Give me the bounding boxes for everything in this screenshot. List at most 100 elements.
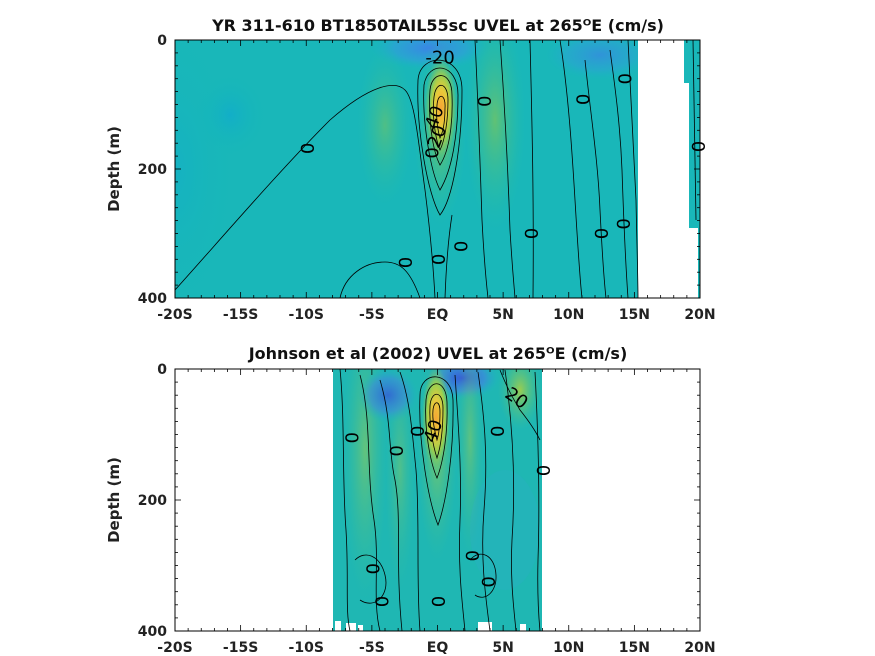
contour-label: 0: [520, 228, 541, 239]
contour-line: [627, 40, 639, 298]
contour-line: [425, 383, 448, 480]
x-tick-label: -15S: [223, 307, 258, 323]
x-tick-label: 5N: [492, 307, 513, 323]
contour-label: 0: [571, 94, 592, 105]
x-tick-label: -10S: [289, 640, 324, 656]
model-equatorial-undercurrent: [425, 56, 457, 160]
model-green-band-south: [357, 45, 413, 205]
contour-line: [474, 40, 489, 298]
x-tick-label: 10N: [553, 307, 584, 323]
contour-line: [559, 40, 583, 298]
x-tick-label: 15N: [619, 640, 650, 656]
contour-line: [432, 402, 441, 442]
obs-missing-notch: [346, 623, 356, 631]
contour-label: 0: [420, 147, 441, 158]
contour-label: 0: [449, 241, 470, 252]
obs-green-band-north: [456, 369, 484, 560]
contour-line: [584, 59, 607, 298]
contour-label: 0: [473, 96, 494, 107]
x-tick-label: -10S: [289, 307, 324, 323]
panel-observations: Johnson et al (2002) UVEL at 265ᴼE (cm/s…: [105, 344, 716, 656]
contour-label: 0: [427, 596, 448, 607]
contour-line: [354, 554, 387, 604]
obs-y-axis: 0 200 400: [138, 362, 700, 640]
contour-line: [436, 95, 446, 140]
contour-label: -20: [425, 48, 454, 69]
obs-missing-notch: [335, 621, 341, 631]
x-tick-label: 10N: [553, 640, 584, 656]
contour-label: 0: [371, 596, 392, 607]
obs-missing-notch: [358, 625, 363, 631]
contour-label: 0: [385, 445, 406, 456]
contour-label: 0: [340, 432, 361, 443]
x-tick-label: -20S: [157, 307, 192, 323]
panel-model: YR 311-610 BT1850TAIL55sc UVEL at 265ᴼE …: [105, 16, 716, 323]
contour-line: [499, 369, 541, 441]
model-field: [175, 40, 700, 298]
y-tick-label: 200: [138, 162, 167, 178]
model-contours: [175, 40, 697, 298]
contour-line: [379, 379, 403, 631]
panel-model-title: YR 311-610 BT1850TAIL55sc UVEL at 265ᴼE …: [211, 16, 664, 35]
y-tick-label: 0: [157, 362, 167, 378]
x-tick-label: 20N: [684, 307, 715, 323]
contour-label: 0: [613, 73, 634, 84]
contour-label: 0: [427, 254, 448, 265]
model-westward-flow-north: [545, 40, 655, 80]
contour-line: [609, 49, 629, 298]
obs-contours: [339, 369, 541, 631]
contour-label: 0: [296, 143, 317, 154]
obs-equatorial-undercurrent: [422, 369, 450, 470]
x-tick-label: -15S: [223, 640, 258, 656]
contour-line: [399, 371, 421, 631]
contour-line: [469, 553, 497, 598]
obs-y-axis-label: Depth (m): [105, 457, 123, 543]
y-tick-label: 200: [138, 493, 167, 509]
panel-observations-title: Johnson et al (2002) UVEL at 265ᴼE (cm/s…: [248, 344, 628, 363]
model-cyan-west: [175, 40, 235, 298]
contour-label: 0: [394, 257, 415, 268]
contour-line: [359, 374, 381, 631]
contour-label: 0: [406, 425, 427, 436]
contour-line: [419, 376, 454, 527]
model-green-band: [465, 40, 525, 230]
obs-blue-tint-deep: [470, 470, 540, 590]
contour-label: 0: [461, 550, 482, 561]
contour-line: [175, 85, 436, 298]
x-tick-label: -5S: [359, 307, 385, 323]
contour-line: [423, 67, 459, 191]
contour-line: [504, 369, 517, 631]
contour-line: [444, 214, 453, 298]
y-tick-label: 400: [138, 624, 167, 640]
contour-label: 0: [486, 425, 507, 436]
obs-missing-notch: [478, 622, 492, 631]
obs-green-band-south-2: [385, 369, 415, 590]
contour-label: 0: [477, 576, 498, 587]
obs-green-patch-north: [498, 369, 542, 430]
x-tick-label: EQ: [427, 307, 449, 323]
contour-label: 0: [590, 228, 611, 239]
contour-label: 0: [687, 141, 708, 152]
model-missing-region: [638, 40, 684, 298]
model-missing-region-2: [684, 83, 689, 298]
contour-line: [429, 75, 453, 166]
x-tick-label: 20N: [684, 640, 715, 656]
contour-line: [429, 393, 444, 460]
obs-missing-notch: [520, 624, 526, 631]
contour-line: [339, 261, 421, 298]
model-y-axis: 0 200 400: [138, 33, 700, 307]
contour-line: [529, 40, 534, 298]
contour-line: [692, 40, 697, 221]
contour-line: [477, 371, 491, 631]
contour-label: 0: [361, 563, 382, 574]
contour-line: [454, 374, 466, 631]
contour-line: [499, 40, 516, 298]
y-tick-label: 400: [138, 291, 167, 307]
contour-label: 0: [532, 465, 553, 476]
x-tick-label: -20S: [157, 640, 192, 656]
x-tick-label: -5S: [359, 640, 385, 656]
y-tick-label: 0: [157, 33, 167, 49]
contour-label: 0: [612, 218, 633, 229]
x-tick-label: 15N: [619, 307, 650, 323]
